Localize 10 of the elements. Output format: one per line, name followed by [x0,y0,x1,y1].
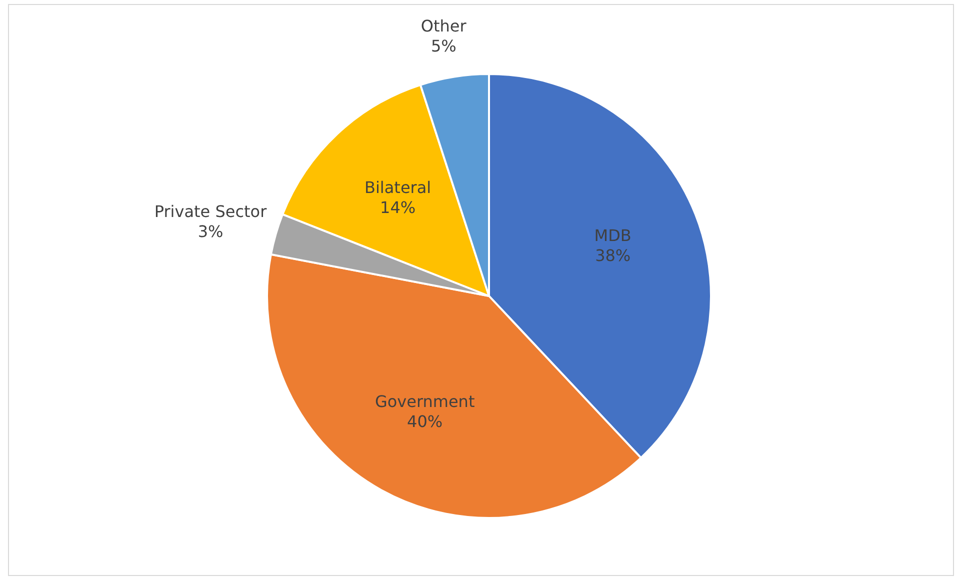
data-label: 3% [198,222,224,242]
slice-label: MDB [594,226,632,246]
data-label: 14% [380,198,416,218]
slice-label: Private Sector [154,202,268,222]
slice-label: Other [420,16,467,36]
slice-label: Bilateral [364,178,432,198]
slice-label: Government [374,392,475,411]
data-label: 5% [430,36,456,56]
data-label: 40% [407,412,443,431]
data-label: 38% [595,246,631,266]
